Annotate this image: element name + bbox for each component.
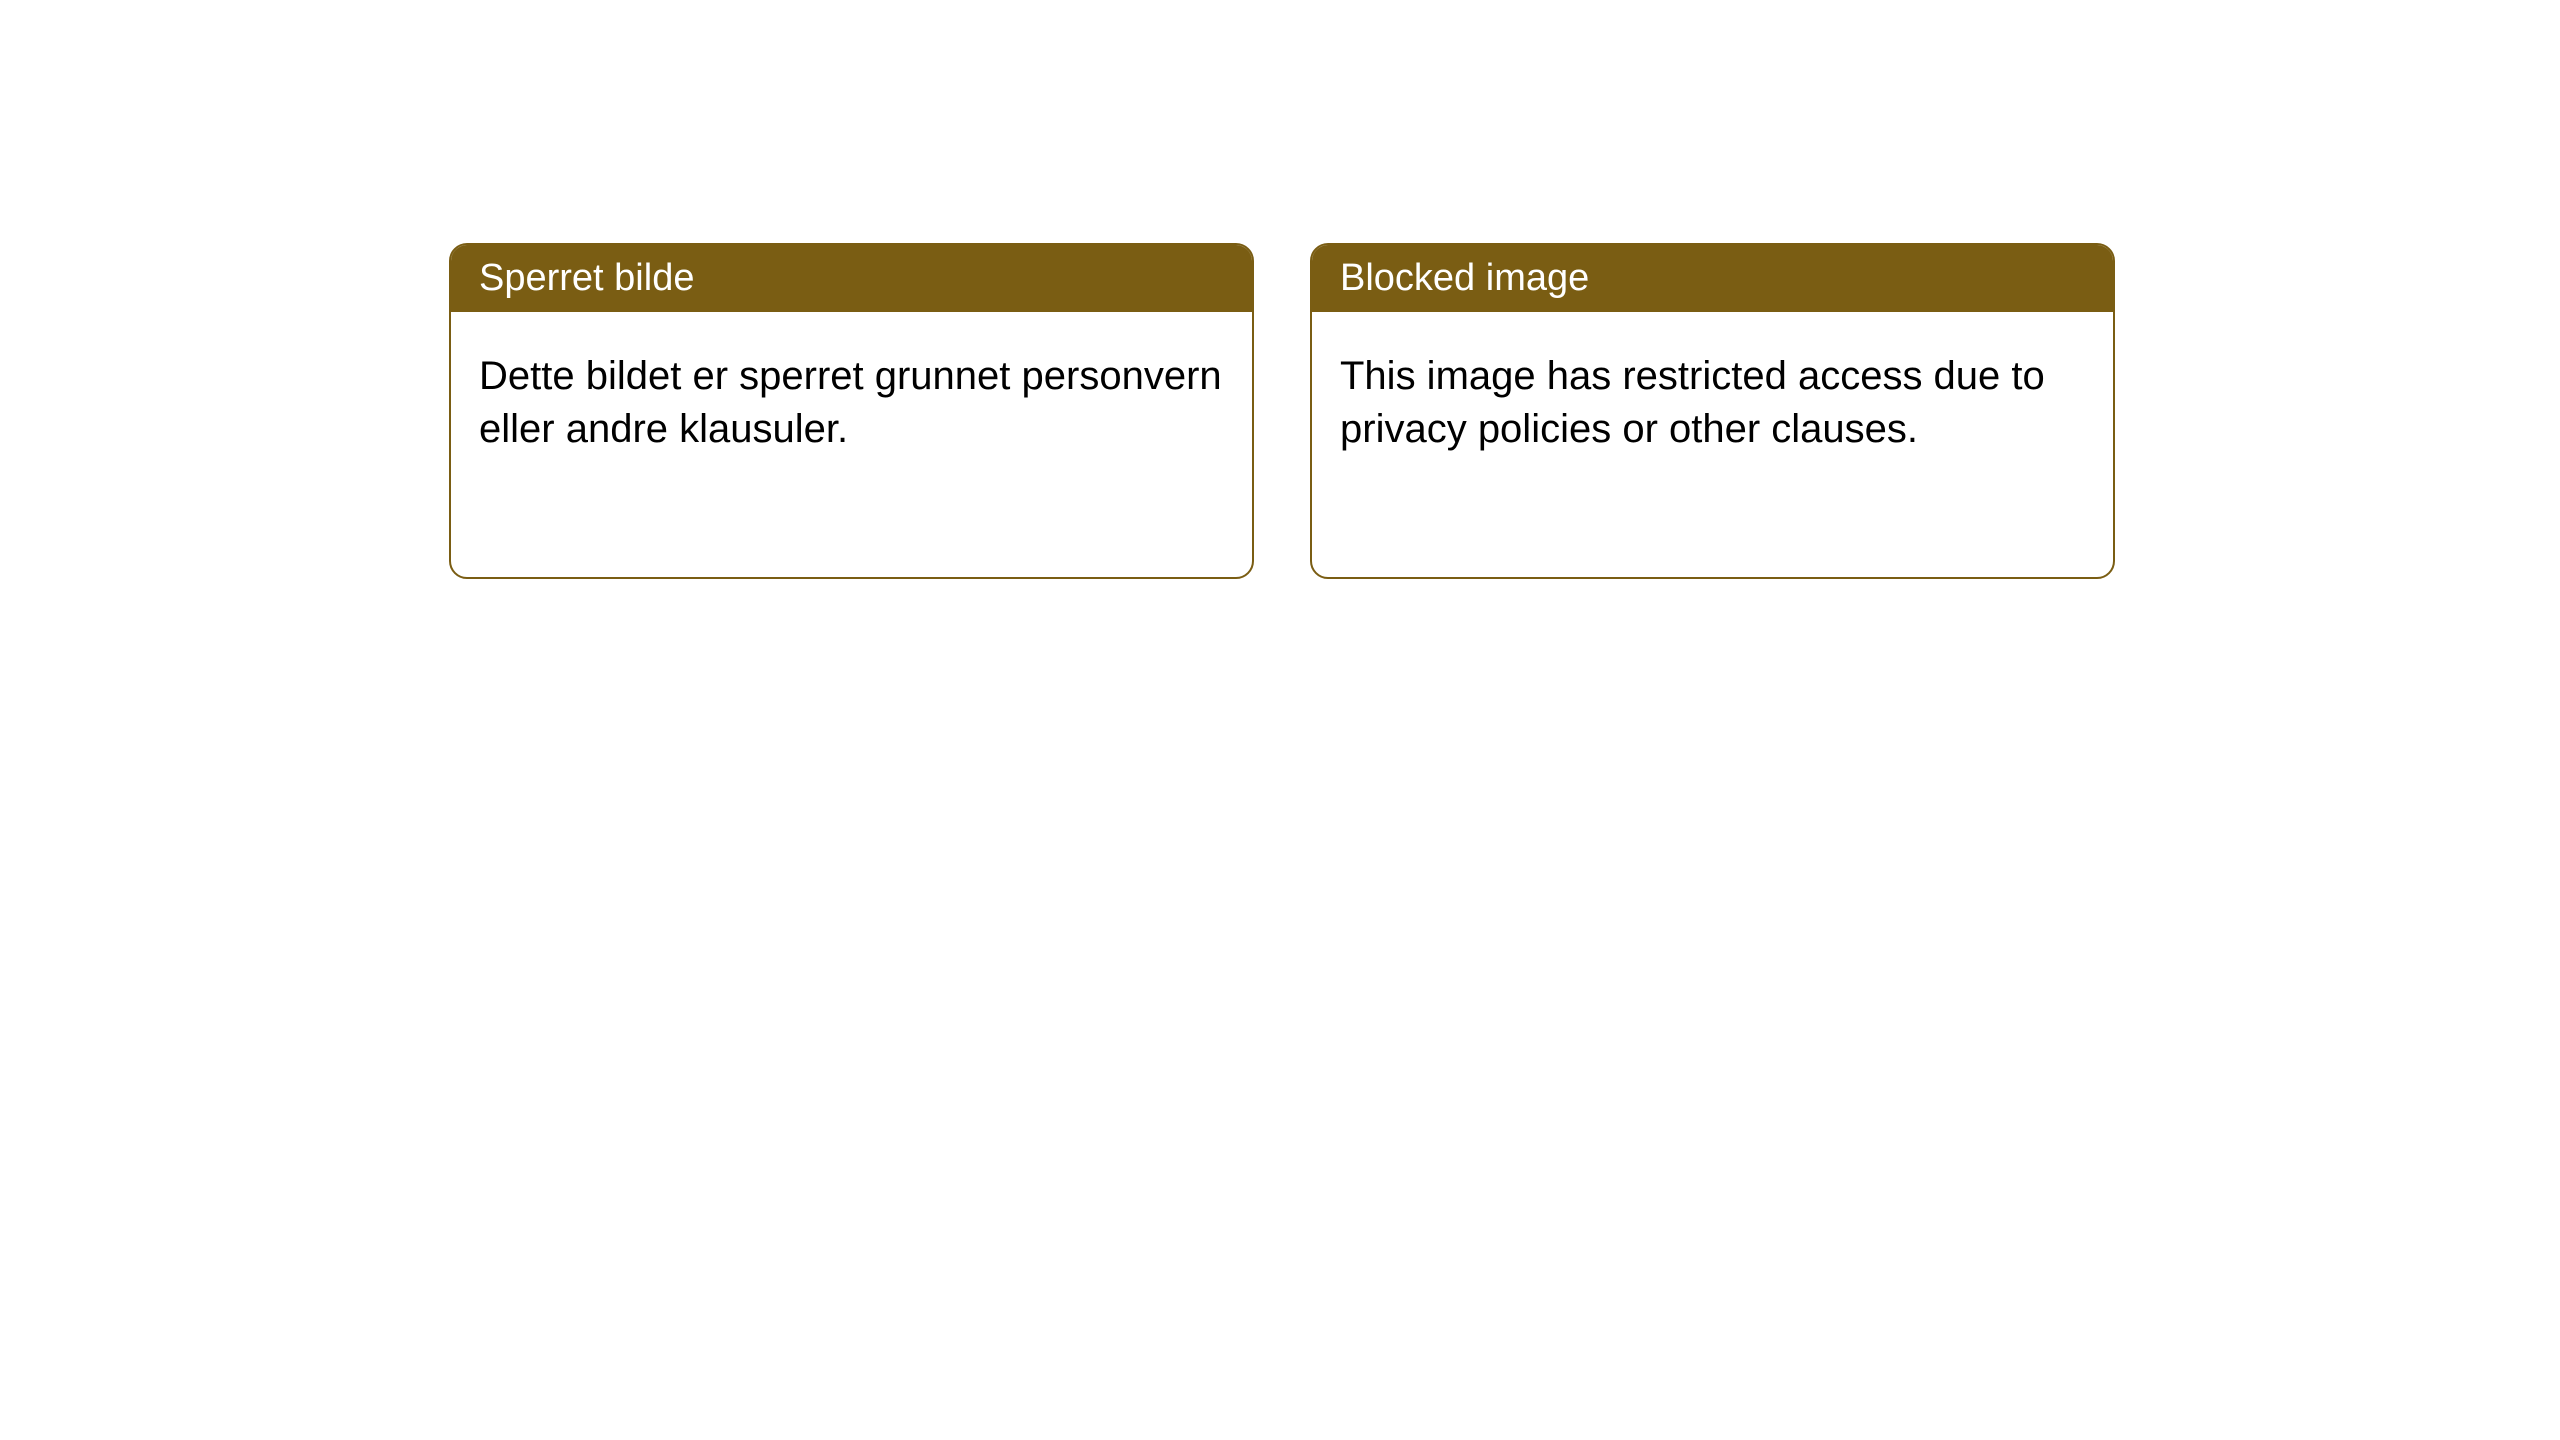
card-body-no: Dette bildet er sperret grunnet personve… xyxy=(451,312,1252,494)
card-title-no: Sperret bilde xyxy=(479,257,694,299)
card-header-no: Sperret bilde xyxy=(451,245,1252,312)
card-title-en: Blocked image xyxy=(1340,257,1589,299)
card-text-en: This image has restricted access due to … xyxy=(1340,354,2045,451)
blocked-image-card-no: Sperret bilde Dette bildet er sperret gr… xyxy=(449,243,1254,579)
card-text-no: Dette bildet er sperret grunnet personve… xyxy=(479,354,1222,451)
notice-container: Sperret bilde Dette bildet er sperret gr… xyxy=(449,243,2115,579)
card-body-en: This image has restricted access due to … xyxy=(1312,312,2113,494)
card-header-en: Blocked image xyxy=(1312,245,2113,312)
blocked-image-card-en: Blocked image This image has restricted … xyxy=(1310,243,2115,579)
